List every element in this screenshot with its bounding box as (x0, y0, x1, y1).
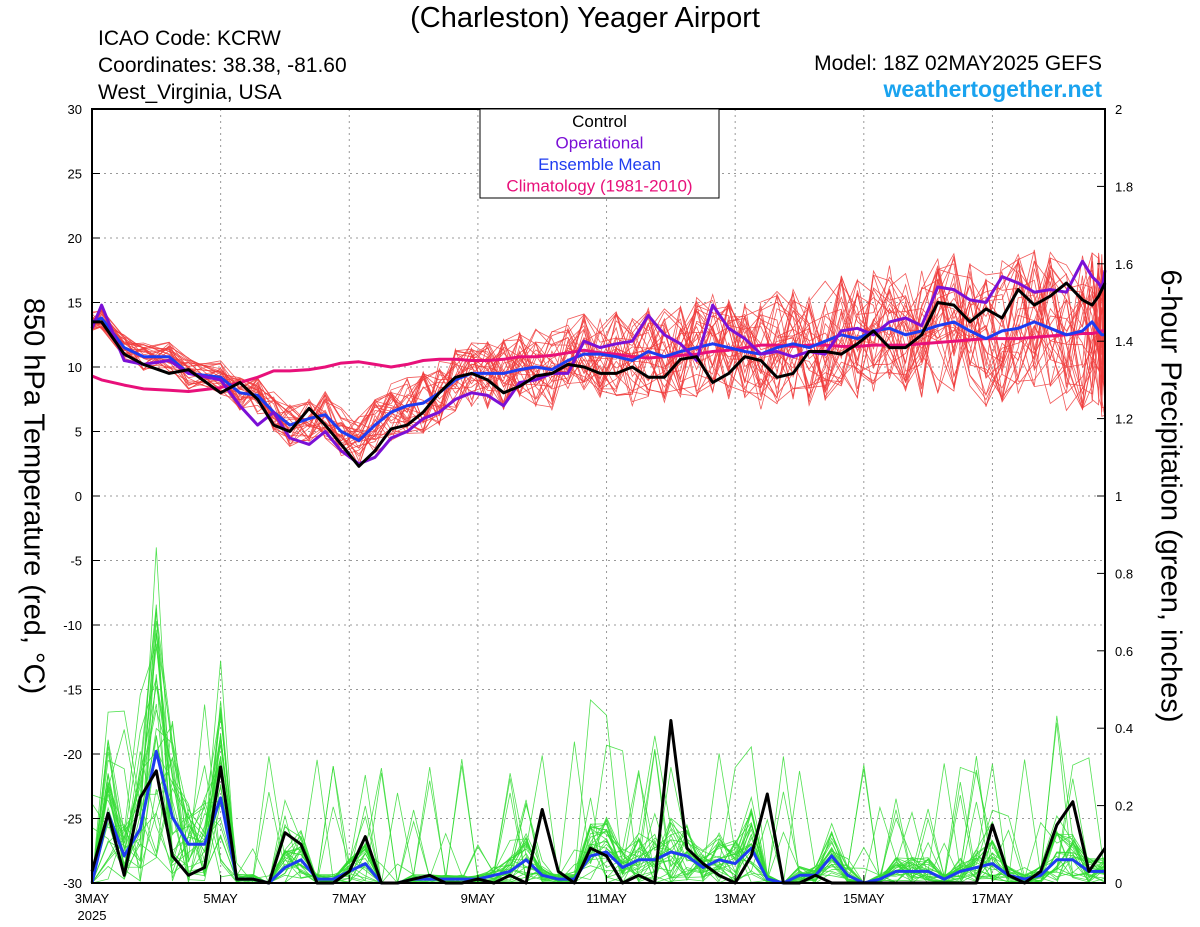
temp-member-line (91, 252, 1106, 467)
precip-member-line (91, 643, 1106, 884)
temp-member-line (91, 260, 1106, 437)
x-tick-label: 17MAY (972, 891, 1014, 906)
temp-member-line (91, 260, 1106, 453)
y2-tick-label: 1.4 (1115, 334, 1133, 349)
precip-member-line (91, 633, 1106, 884)
icao-code-label: ICAO Code: KCRW (98, 27, 281, 50)
y-tick-label: -20 (63, 747, 82, 762)
y2-tick-label: 1.6 (1115, 257, 1133, 272)
y2-tick-label: 0.6 (1115, 644, 1133, 659)
legend-item: Climatology (1981-2010) (506, 177, 692, 196)
precip-member-line (91, 733, 1106, 884)
temp-member-line (91, 251, 1106, 434)
y-tick-label: -30 (63, 876, 82, 891)
y-tick-label: 5 (75, 425, 82, 440)
x-tick-label: 7MAY (332, 891, 367, 906)
legend-item: Ensemble Mean (538, 155, 661, 174)
legend-item: Control (572, 112, 627, 131)
model-label: Model: 18Z 02MAY2025 GEFS (814, 52, 1102, 75)
y2-tick-label: 0.4 (1115, 721, 1133, 736)
x-tick-label: 9MAY (461, 891, 496, 906)
y2-tick-label: 1.8 (1115, 179, 1133, 194)
precip-member-line (91, 735, 1106, 884)
legend: Control Operational Ensemble Mean Climatolo… (479, 108, 720, 199)
precip-member-line (91, 646, 1106, 884)
series-layer (90, 259, 1107, 885)
y2-tick-label: 1.2 (1115, 412, 1133, 427)
x-tick-label: 3MAY (75, 891, 110, 906)
legend-item: Operational (556, 134, 644, 153)
precip-member-line (91, 620, 1106, 884)
x-tick-label: 13MAY (714, 891, 756, 906)
temp-operational-line (90, 259, 1107, 466)
temp-member-line (91, 269, 1106, 451)
coordinates-label: Coordinates: 38.38, -81.60 (98, 54, 347, 77)
chart-title: (Charleston) Yeager Airport (410, 2, 760, 34)
temp-member-line (91, 261, 1106, 442)
precip-ensemble-members (91, 547, 1106, 884)
y-tick-label: 30 (68, 102, 82, 117)
x-tick-label: 15MAY (843, 891, 885, 906)
location-label: West_Virginia, USA (98, 81, 282, 104)
y-tick-label: 0 (75, 489, 82, 504)
y2-tick-label: 0.8 (1115, 566, 1133, 581)
y2-tick-label: 2 (1115, 102, 1122, 117)
y2-tick-label: 0 (1115, 876, 1122, 891)
y2-tick-label: 1 (1115, 489, 1122, 504)
precip-member-line (91, 709, 1106, 884)
axes: 302520151050-5-10-15-20-25-3021.81.61.41… (63, 102, 1133, 923)
x-tick-label: 5MAY (203, 891, 238, 906)
x-tick-year-label: 2025 (78, 908, 107, 923)
y-tick-label: -5 (70, 554, 82, 569)
x-tick-label: 11MAY (586, 891, 627, 906)
grid (92, 109, 1105, 883)
y-tick-label: 20 (68, 231, 82, 246)
temp-control-line (92, 281, 1107, 468)
y-tick-label: -10 (63, 618, 82, 633)
y-tick-label: -15 (63, 683, 82, 698)
site-name: weathertogether.net (883, 76, 1102, 102)
y-tick-label: -25 (63, 812, 82, 827)
y-tick-label: 15 (68, 296, 82, 311)
precip-member-line (91, 633, 1106, 884)
precip-member-line (91, 729, 1106, 884)
y2-tick-label: 0.2 (1115, 799, 1133, 814)
precip-member-line (91, 736, 1106, 884)
temp-ensemble-members (91, 249, 1106, 467)
precip-member-line (91, 707, 1106, 884)
legend-box (479, 108, 720, 199)
y-tick-label: 25 (68, 167, 82, 182)
y-tick-label: 10 (68, 360, 82, 375)
